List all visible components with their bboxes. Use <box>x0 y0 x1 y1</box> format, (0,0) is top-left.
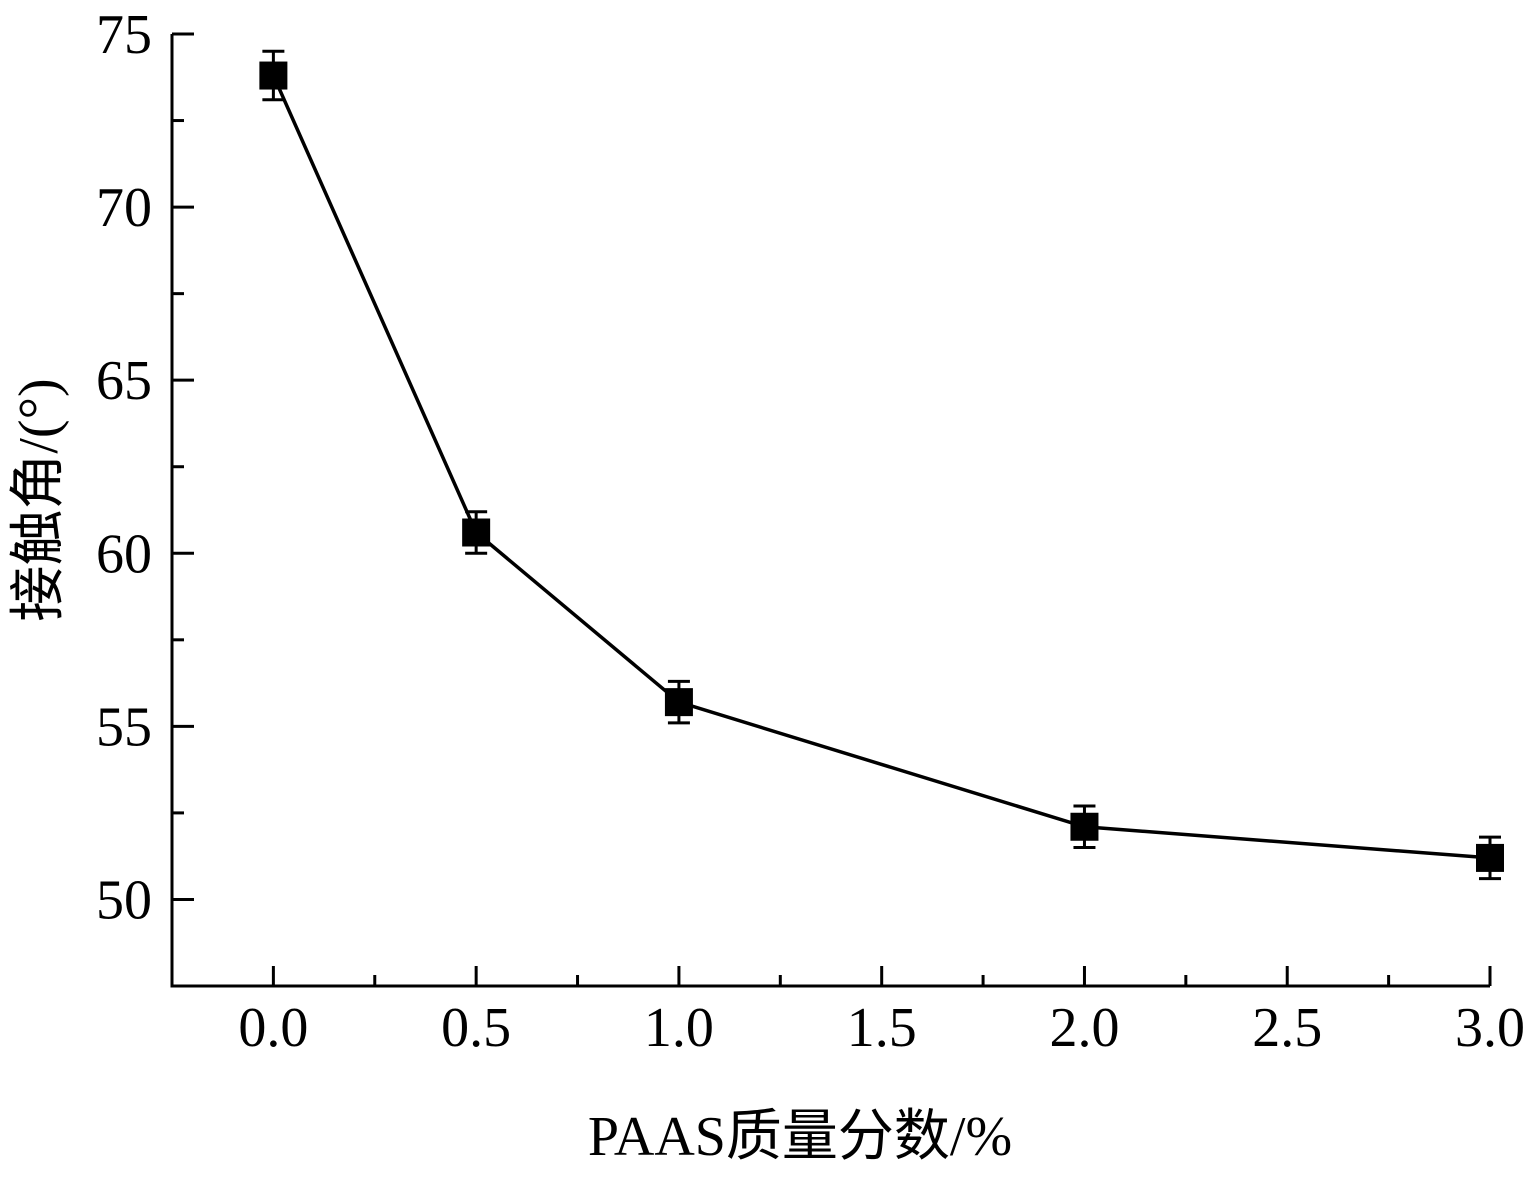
y-tick-label: 60 <box>96 523 152 585</box>
series <box>259 49 1504 881</box>
series-line <box>271 74 1491 860</box>
ticks: 50 55 60 65 70 75 0.0 0.5 1.0 1.5 2.0 2.5 3.0 <box>96 4 1525 1059</box>
x-tick-label: 0.5 <box>441 997 511 1059</box>
data-point <box>1070 812 1099 841</box>
y-tick-label: 65 <box>96 350 152 412</box>
x-tick-label: 0.0 <box>238 997 308 1059</box>
x-tick-label: 1.5 <box>847 997 917 1059</box>
x-tick-label: 2.5 <box>1252 997 1322 1059</box>
x-axis-title: PAAS质量分数/% <box>588 1106 1012 1168</box>
data-point <box>1476 843 1504 872</box>
y-tick-label: 50 <box>96 869 152 931</box>
y-tick-label: 75 <box>96 4 152 66</box>
data-point <box>462 518 491 547</box>
x-tick-label: 1.0 <box>644 997 714 1059</box>
x-tick-label: 2.0 <box>1049 997 1119 1059</box>
y-axis-title: 接触角/(°) <box>8 378 70 621</box>
x-tick-label: 3.0 <box>1455 997 1525 1059</box>
axes <box>170 34 1490 988</box>
data-point <box>664 688 693 717</box>
y-tick-label: 55 <box>96 696 152 758</box>
y-tick-label: 70 <box>96 177 152 239</box>
data-point <box>259 61 288 90</box>
